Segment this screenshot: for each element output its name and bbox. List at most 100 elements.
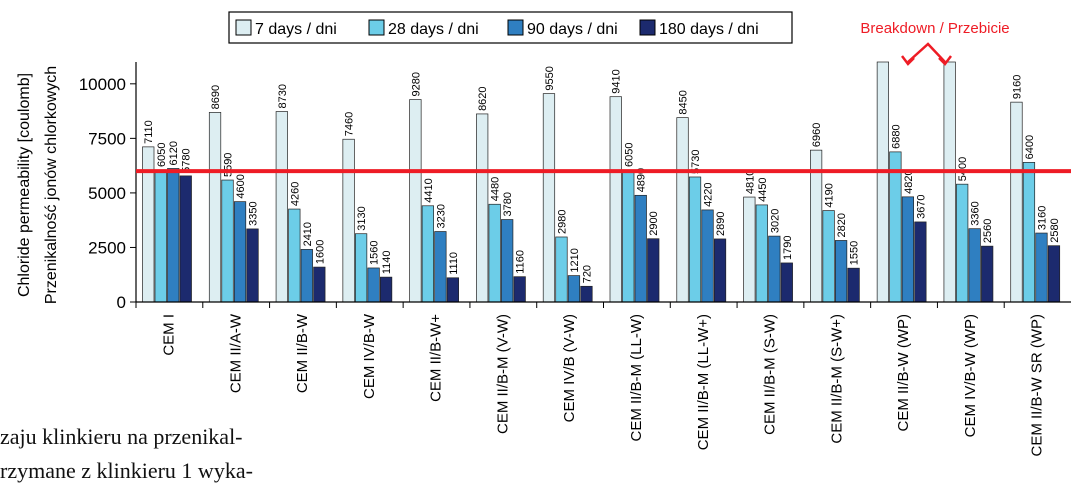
bar-3-10 <box>768 235 781 303</box>
bar-2-4 <box>355 233 368 303</box>
y-axis-title-line-1: Chloride permeability [coulomb] <box>16 73 33 297</box>
bar-2-1 <box>154 169 167 303</box>
bar-label-4-10: 1790 <box>782 235 794 259</box>
body-text-line-2: rzymane z klinkieru 1 wyka- <box>0 458 253 483</box>
bar-label-3-13: 3360 <box>970 201 982 225</box>
x-tick-label-6: CEM II/B-M (V-W) <box>494 314 511 434</box>
bar-4-12 <box>914 221 927 303</box>
bar-1-13 <box>943 61 956 303</box>
bar-1-9 <box>676 117 689 303</box>
bar-3-13 <box>968 228 981 303</box>
bar-3-14 <box>1035 232 1048 303</box>
bar-label-1-14: 9160 <box>1011 75 1023 99</box>
bar-4-2 <box>246 228 259 303</box>
bar-2-8 <box>622 169 635 303</box>
bar-label-1-9: 8450 <box>678 90 690 114</box>
x-tick-label-4: CEM IV/B-W <box>361 313 378 399</box>
bar-label-2-9: 5730 <box>690 149 702 173</box>
legend-label-4: 180 days / dni <box>659 21 759 38</box>
bar-label-4-14: 2580 <box>1049 218 1061 242</box>
bar-3-3 <box>300 249 313 303</box>
legend-swatch-1 <box>235 19 252 36</box>
bar-3-5 <box>434 231 447 303</box>
bar-2-7 <box>555 236 568 303</box>
bar-3-4 <box>367 267 380 303</box>
bar-1-8 <box>609 96 622 303</box>
bar-label-4-13: 2560 <box>982 219 994 243</box>
bar-label-4-3: 1600 <box>314 240 326 264</box>
bar-label-2-4: 3130 <box>356 206 368 230</box>
bar-3-6 <box>501 219 514 303</box>
bar-3-11 <box>835 240 848 303</box>
bar-2-6 <box>488 203 501 303</box>
x-tick-label-5: CEM II/B-W+ <box>428 314 445 402</box>
bar-2-13 <box>956 183 969 303</box>
bar-4-3 <box>313 266 326 303</box>
bar-3-8 <box>634 194 647 303</box>
bar-label-3-9: 4220 <box>703 182 715 206</box>
bar-3-2 <box>233 201 247 303</box>
x-tick-label-2: CEM II/A-W <box>227 313 244 393</box>
x-tick-label-12: CEM II/B-W (WP) <box>895 314 912 431</box>
bar-label-3-1: 6120 <box>168 141 180 165</box>
bar-label-4-9: 2890 <box>715 211 727 235</box>
bar-label-2-14: 6400 <box>1024 135 1036 159</box>
bar-label-3-3: 2410 <box>302 222 314 246</box>
bar-label-3-6: 3780 <box>502 192 514 216</box>
breakdown-arrow-icon <box>907 42 946 63</box>
bar-label-4-12: 3670 <box>915 194 927 218</box>
bar-label-4-11: 1550 <box>849 241 861 265</box>
bar-label-2-2: 5590 <box>223 153 235 177</box>
y-tick-label: 2500 <box>88 238 126 257</box>
legend-swatch-2 <box>368 19 385 36</box>
bar-label-4-5: 1110 <box>448 252 460 275</box>
bar-label-2-11: 4190 <box>824 183 836 207</box>
legend-label-2: 28 days / dni <box>388 21 479 38</box>
bar-1-4 <box>342 138 355 303</box>
bar-1-12 <box>876 61 889 303</box>
bar-label-4-2: 3350 <box>248 201 260 225</box>
y-tick-label: 7500 <box>88 129 126 148</box>
bar-2-3 <box>288 208 301 303</box>
bar-label-1-5: 9280 <box>410 72 422 96</box>
bar-2-2 <box>221 179 234 303</box>
bar-label-2-6: 4480 <box>490 177 502 201</box>
bar-label-3-8: 4890 <box>636 168 648 192</box>
bar-label-2-1: 6050 <box>156 143 168 167</box>
bar-label-3-14: 3160 <box>1036 206 1048 230</box>
legend-label-1: 7 days / dni <box>255 21 337 38</box>
bar-4-4 <box>380 276 393 303</box>
y-axis-title-line-2: Przenikalność jonów chlorkowych <box>43 66 60 304</box>
bar-label-4-1: 5780 <box>181 148 193 172</box>
bar-label-1-6: 8620 <box>477 86 489 110</box>
bar-3-1 <box>167 168 180 303</box>
bar-2-10 <box>755 204 768 303</box>
bar-4-13 <box>981 245 994 303</box>
bar-label-1-7: 9550 <box>544 66 556 90</box>
bar-label-3-12: 4820 <box>903 169 915 193</box>
x-tick-label-13: CEM IV/B-W (WP) <box>962 314 979 437</box>
bar-label-2-13: 5400 <box>957 157 969 181</box>
x-tick-label-10: CEM II/B-M (S-W) <box>762 314 779 435</box>
bar-1-5 <box>409 99 422 303</box>
y-tick-label: 0 <box>117 293 126 312</box>
bar-4-14 <box>1047 245 1061 303</box>
x-tick-label-14: CEM II/B-W SR (WP) <box>1029 314 1046 457</box>
x-tick-label-7: CEM IV/B (V-W) <box>561 314 578 422</box>
bar-label-4-4: 1140 <box>381 250 393 274</box>
bar-4-8 <box>647 238 660 303</box>
bar-label-3-5: 3230 <box>435 204 447 228</box>
bar-4-11 <box>847 267 860 303</box>
bar-4-9 <box>713 238 727 303</box>
x-tick-label-9: CEM II/B-M (LL-W+) <box>695 314 712 450</box>
legend-swatch-4 <box>639 19 656 36</box>
bar-label-1-10: 4810 <box>744 170 756 194</box>
x-tick-label-11: CEM II/B-M (S-W+) <box>828 314 845 444</box>
bar-label-4-6: 1160 <box>515 250 527 274</box>
bar-1-7 <box>542 93 556 303</box>
bar-1-2 <box>208 112 222 303</box>
bar-label-3-7: 1210 <box>569 248 581 272</box>
bar-label-1-4: 7460 <box>344 112 356 136</box>
bar-4-6 <box>513 276 526 303</box>
